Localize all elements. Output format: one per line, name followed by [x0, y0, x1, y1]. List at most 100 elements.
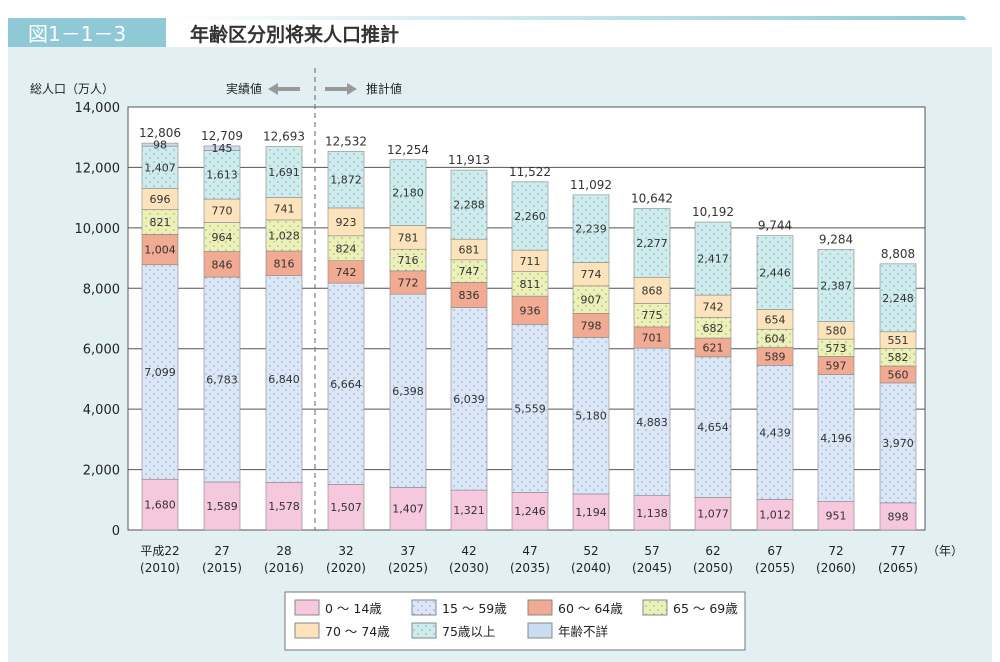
header-rule	[166, 16, 966, 20]
bar-segment	[633, 208, 671, 278]
data-label: 582	[888, 351, 909, 364]
data-label: 5,180	[575, 410, 607, 423]
data-label: 145	[212, 142, 233, 155]
chart-title: 年齢区分別将来人口推計	[190, 24, 400, 46]
data-label: 573	[826, 342, 847, 355]
data-label: 551	[888, 334, 909, 347]
data-label: 5,559	[514, 402, 546, 415]
total-label: 9,744	[758, 219, 792, 233]
bar-segment	[327, 207, 365, 237]
legend-label: 60 ～ 64歳	[558, 601, 623, 616]
data-label: 604	[765, 332, 786, 345]
legend-swatch	[527, 599, 553, 616]
x-tick-label: (2060)	[816, 561, 856, 575]
data-label: 1,613	[206, 169, 238, 182]
data-label: 747	[459, 265, 480, 278]
bar-segment	[265, 219, 303, 252]
legend	[284, 591, 746, 651]
data-label: 816	[274, 257, 295, 270]
data-label: 696	[150, 193, 171, 206]
data-label: 1,407	[392, 503, 424, 516]
data-label: 6,840	[268, 373, 300, 386]
figure-label: 図1－1－3	[8, 18, 166, 50]
x-tick-label: (2016)	[264, 561, 304, 575]
legend-label: 0 ～ 14歳	[325, 601, 382, 616]
bar-segment	[572, 313, 610, 338]
total-label: 12,532	[325, 134, 367, 148]
bar-segment	[572, 337, 610, 495]
data-label: 1,028	[268, 229, 300, 242]
bar-segment	[694, 497, 732, 531]
data-label: 98	[153, 139, 167, 152]
y-tick-label: 14,000	[75, 101, 121, 116]
x-tick-label: 67	[767, 544, 782, 558]
bar-segment	[265, 146, 303, 198]
x-tick-label: 28	[276, 544, 291, 558]
bar-segment	[511, 181, 549, 251]
arrow-right-icon	[325, 83, 357, 95]
y-tick-label: 10,000	[75, 222, 121, 237]
total-label: 11,522	[509, 165, 551, 179]
total-label: 11,092	[570, 178, 612, 192]
data-label: 1,589	[206, 500, 238, 513]
data-label: 824	[336, 242, 357, 255]
bar-segment	[633, 495, 671, 531]
y-tick-label: 8,000	[83, 282, 120, 297]
data-label: 682	[703, 322, 724, 335]
data-label: 654	[765, 313, 786, 326]
bar-segment	[511, 324, 549, 493]
data-label: 560	[888, 368, 909, 381]
x-tick-label: (2015)	[202, 561, 242, 575]
x-tick-label: 32	[338, 544, 353, 558]
x-tick-label: (2055)	[755, 561, 795, 575]
x-tick-label: 42	[461, 544, 476, 558]
data-label: 742	[703, 300, 724, 313]
bar-segment	[572, 194, 610, 263]
legend-swatch	[642, 599, 668, 616]
data-label: 2,288	[453, 199, 485, 212]
data-label: 936	[520, 304, 541, 317]
data-label: 716	[398, 254, 419, 267]
bar-segment	[756, 499, 794, 531]
y-tick-label: 2,000	[83, 464, 120, 479]
bar-segment	[203, 481, 241, 531]
data-label: 836	[459, 289, 480, 302]
data-label: 4,883	[636, 416, 668, 429]
bar-segment	[633, 347, 671, 496]
legend-label: 70 ～ 74歳	[325, 624, 390, 639]
legend-swatch	[527, 622, 553, 639]
header: 図1－1－3 年齢区分別将来人口推計	[0, 8, 1000, 50]
data-label: 1,507	[330, 501, 362, 514]
data-label: 4,439	[759, 426, 791, 439]
data-label: 2,387	[820, 280, 852, 293]
x-tick-label: (2040)	[571, 561, 611, 575]
data-label: 6,664	[330, 378, 362, 391]
x-tick-label: (2020)	[326, 561, 366, 575]
bar-segment	[879, 382, 917, 504]
data-label: 1,321	[453, 504, 485, 517]
data-label: 1,246	[514, 505, 546, 518]
legend-swatch	[294, 599, 320, 616]
data-label: 781	[398, 231, 419, 244]
data-label: 2,260	[514, 210, 546, 223]
data-label: 1,578	[268, 500, 300, 513]
total-label: 10,642	[631, 191, 673, 205]
data-label: 6,398	[392, 385, 424, 398]
data-label: 1,012	[759, 509, 791, 522]
bar-segment	[265, 275, 303, 483]
x-axis-unit: （年）	[927, 544, 963, 558]
data-label: 3,970	[882, 437, 914, 450]
x-tick-label: 77	[890, 544, 905, 558]
legend-label: 75歳以上	[442, 624, 495, 639]
bar-segment	[450, 307, 488, 491]
data-label: 4,196	[820, 432, 852, 445]
total-label: 10,192	[692, 205, 734, 219]
bar-segment	[327, 151, 365, 209]
bar-segment	[203, 150, 241, 200]
x-tick-label: (2030)	[449, 561, 489, 575]
data-label: 923	[336, 216, 357, 229]
bar-segment	[141, 234, 179, 266]
x-tick-label: 47	[522, 544, 537, 558]
data-label: 907	[581, 294, 602, 307]
x-tick-label: 27	[214, 544, 229, 558]
